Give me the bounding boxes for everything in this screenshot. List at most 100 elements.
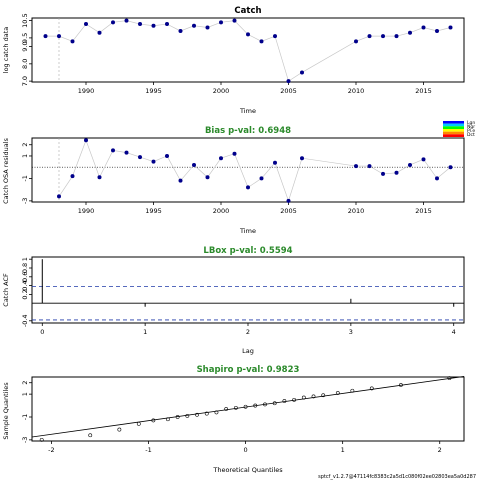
qq-point [301, 395, 306, 400]
acf-ytick-label: 0.8 [21, 263, 29, 273]
osa-legend-label-1: Lgn [467, 120, 475, 126]
osa-legend-band [443, 121, 464, 124]
osa-point [435, 176, 439, 181]
osa-legend-bands [443, 121, 464, 137]
qq-point [88, 433, 93, 438]
catch-point [205, 25, 210, 30]
catch-ytick-label: 10.5 [21, 13, 29, 27]
qq-point [335, 391, 340, 395]
catch-point [178, 28, 183, 33]
osa-point [259, 176, 264, 181]
qq-xtick-label: 1 [341, 446, 345, 454]
osa-point [300, 156, 304, 161]
osa-point [70, 174, 75, 179]
acf-ytick-label: 1 [21, 257, 29, 261]
catch-xtick-label: 2000 [213, 87, 230, 95]
catch-xtick-label: 2015 [415, 87, 432, 95]
osa-xtick-label: 2015 [415, 207, 432, 215]
osa-xlabel: Time [239, 227, 256, 235]
acf-frame [31, 256, 465, 324]
qq-point [214, 410, 219, 415]
catch-xtick-label: 1990 [78, 87, 95, 95]
qq-point [263, 402, 267, 407]
catch-point [124, 18, 129, 23]
qq-point [117, 427, 122, 432]
qq-point [224, 407, 229, 411]
catch-point [97, 30, 102, 35]
qq-point [272, 401, 277, 406]
acf-xtick-label: 1 [143, 328, 147, 336]
osa-xtick-label: 1995 [145, 207, 162, 215]
catch-point [43, 34, 48, 39]
qq-point [292, 397, 297, 402]
osa-legend-label-3: Pl.e [467, 128, 475, 134]
osa-point [421, 157, 426, 162]
catch-point [111, 20, 115, 25]
osa-point [192, 162, 196, 167]
osa-xtick-label: 2010 [348, 207, 365, 215]
qq-point [39, 437, 44, 442]
osa-xtick-label: 2000 [213, 207, 230, 215]
osa-point [84, 138, 88, 143]
qq-plot: -2 -1 0 1 2 -3 -1 1 2 [21, 376, 465, 454]
qq-point [136, 421, 141, 426]
osa-xtick-label: 2005 [280, 207, 297, 215]
catch-xtick-label: 1995 [145, 87, 162, 95]
catch-point [408, 30, 412, 35]
catch-point [219, 20, 223, 25]
osa-point [165, 153, 169, 158]
osa-point [408, 162, 412, 167]
qq-point [185, 413, 190, 418]
osa-point [381, 171, 385, 176]
catch-ytick-label: 9.0 [21, 41, 29, 51]
qq-point [321, 393, 326, 398]
catch-point [70, 39, 75, 44]
osa-point [232, 151, 237, 156]
catch-point [138, 22, 142, 27]
qq-point [282, 399, 287, 403]
osa-point [57, 194, 61, 199]
acf-ytick-label: 0.2 [21, 289, 29, 299]
osa-point [205, 175, 210, 180]
qq-point [447, 376, 452, 381]
qq-title: Shapiro p-val: 0.9823 [197, 365, 300, 375]
osa-legend-band [443, 129, 464, 132]
qq-panel: Shapiro p-val: 0.9823 Sample Quantiles T… [2, 365, 465, 474]
catch-panel: Catch log catch data Time 1990 1995 2000 20… [2, 6, 465, 115]
qq-ytick-label: 1 [21, 392, 29, 396]
osa-title: Bias p-val: 0.6948 [205, 126, 291, 136]
catch-point [394, 34, 399, 39]
catch-point [367, 34, 372, 39]
qq-point [151, 418, 156, 423]
catch-point [300, 70, 304, 75]
osa-ytick-label: 1 [21, 154, 29, 158]
catch-point [448, 25, 453, 30]
qq-point [311, 394, 316, 399]
qq-xtick-label: 0 [244, 446, 248, 454]
osa-point [124, 150, 129, 155]
catch-point [286, 79, 291, 84]
catch-ytick-label: 7.0 [21, 76, 29, 86]
osa-point [273, 160, 277, 165]
osa-legend-band [443, 123, 464, 127]
catch-xlabel: Time [239, 107, 256, 115]
catch-plot: 1990 1995 2000 2005 2010 2015 7.0 8.0 9.09.5 10.5 [21, 13, 465, 95]
qq-qq-line [31, 376, 465, 438]
osa-legend-label-2: Ngr [467, 124, 475, 130]
osa-point [111, 148, 115, 153]
catch-xtick-label: 2010 [348, 87, 365, 95]
qq-xtick-label: 2 [438, 446, 442, 454]
osa-legend-band [443, 126, 464, 129]
acf-xtick-label: 4 [452, 328, 456, 336]
catch-point [57, 34, 61, 39]
qq-xtick-label: -2 [48, 446, 54, 454]
osa-ylabel: Catch OSA residuals [2, 137, 10, 203]
acf-ytick-label: 0.4 [21, 280, 29, 290]
catch-point [192, 23, 196, 28]
qq-point [243, 404, 248, 409]
osa-point [354, 164, 358, 169]
acf-title: LBox p-val: 0.5594 [203, 246, 292, 256]
osa-point [394, 170, 399, 175]
osa-ytick-label: 2 [21, 143, 29, 147]
